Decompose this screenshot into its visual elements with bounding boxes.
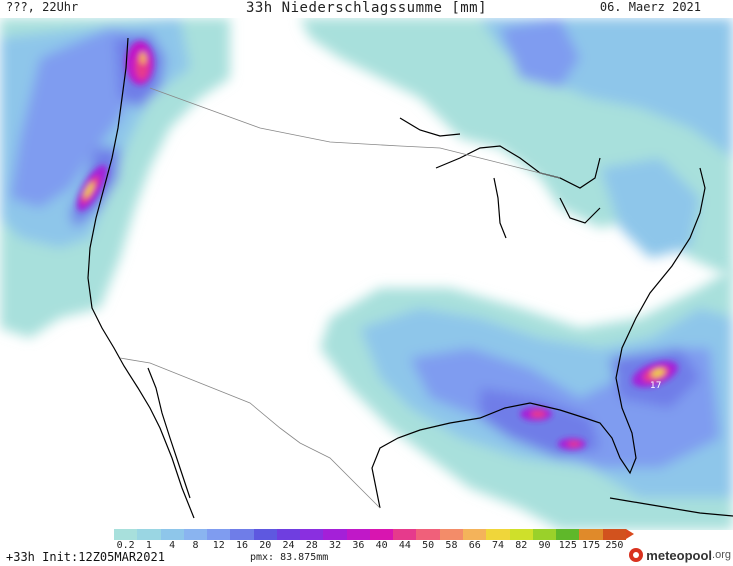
run-info-label: +33h Init:12Z05MAR2021	[6, 550, 165, 564]
precip-core-gulf	[520, 360, 678, 450]
precip-core-pacific-nw	[76, 41, 154, 211]
color-scale-arrow	[626, 529, 634, 539]
meteopool-logo-icon	[629, 548, 644, 562]
color-scale-tick-label: 90	[538, 540, 551, 551]
color-scale-tick-label: 24	[282, 540, 295, 551]
color-scale-segment	[532, 529, 557, 540]
color-scale-tick-label: 66	[468, 540, 481, 551]
color-scale-segment	[393, 529, 417, 540]
color-scale-segment	[207, 529, 231, 540]
color-scale-tick-label: 82	[515, 540, 528, 551]
color-scale-tick-label: 125	[558, 540, 577, 551]
color-scale-segment	[556, 529, 580, 540]
color-scale-tick-label: 20	[259, 540, 272, 551]
max-marker-label: 17	[650, 381, 661, 391]
color-scale-segment	[183, 529, 208, 540]
color-scale-segment	[486, 529, 510, 540]
color-scale-segment	[160, 529, 184, 540]
coastlines	[87, 37, 733, 519]
country-borders	[119, 87, 561, 509]
color-scale-tick-label: 36	[352, 540, 365, 551]
valid-time-label: ???, 22Uhr	[6, 0, 79, 14]
color-scale-tick-label: 58	[445, 540, 458, 551]
color-scale-ticks: 0.2 1 4 8 12 16 20 24 28 32 36 40 44 50 58 66 74 82 90 125 1…	[114, 540, 626, 552]
precip-field-north	[300, 18, 733, 278]
color-scale-tick-label: 12	[212, 540, 225, 551]
color-scale-tick-label: 44	[398, 540, 411, 551]
color-scale-segment	[230, 529, 254, 540]
color-scale-tick-label: 50	[422, 540, 435, 551]
color-scale-segment	[602, 529, 626, 540]
color-scale-tick-label: 74	[491, 540, 505, 551]
color-scale-segment	[579, 529, 603, 540]
color-scale-segment	[276, 529, 301, 540]
precipitation-map: 17	[0, 18, 733, 530]
color-scale-segment	[137, 529, 161, 540]
color-scale-segment	[439, 529, 463, 540]
color-scale-tick-label: 40	[375, 540, 388, 551]
color-scale-segment	[416, 529, 440, 540]
pmax-label: pmx: 83.875mm	[250, 552, 329, 563]
color-scale-tick-label: 32	[329, 540, 342, 551]
color-scale-bar	[114, 529, 626, 540]
color-scale-segment	[369, 529, 394, 540]
color-scale-tick-label: 8	[192, 540, 199, 551]
color-scale-segment	[346, 529, 370, 540]
color-scale-tick-label: 16	[235, 540, 249, 551]
color-scale-tick-label: 250	[605, 540, 624, 551]
color-scale-tick-label: 175	[582, 540, 601, 551]
meteopool-logo[interactable]: meteopool .org	[629, 546, 731, 564]
color-scale-tick-label: 0.2	[116, 540, 135, 551]
map-title: 33h Niederschlagssumme [mm]	[245, 0, 488, 16]
color-scale-tick-label: 4	[169, 540, 176, 551]
color-scale-tick-label: 28	[305, 540, 318, 551]
header-bar: ???, 22Uhr 33h Niederschlagssumme [mm] 0…	[0, 0, 733, 18]
color-scale-segment	[509, 529, 533, 540]
logo-tld-text: .org	[712, 549, 731, 561]
color-scale-segment	[253, 529, 277, 540]
color-scale-tick-label: 1	[145, 540, 152, 551]
logo-brand-text: meteopool	[646, 547, 713, 563]
color-scale-segment	[114, 529, 138, 540]
color-scale-segment	[462, 529, 487, 540]
color-scale-segment	[323, 529, 347, 540]
forecast-date: 06. Maerz 2021	[599, 0, 701, 14]
color-scale-segment	[300, 529, 324, 540]
